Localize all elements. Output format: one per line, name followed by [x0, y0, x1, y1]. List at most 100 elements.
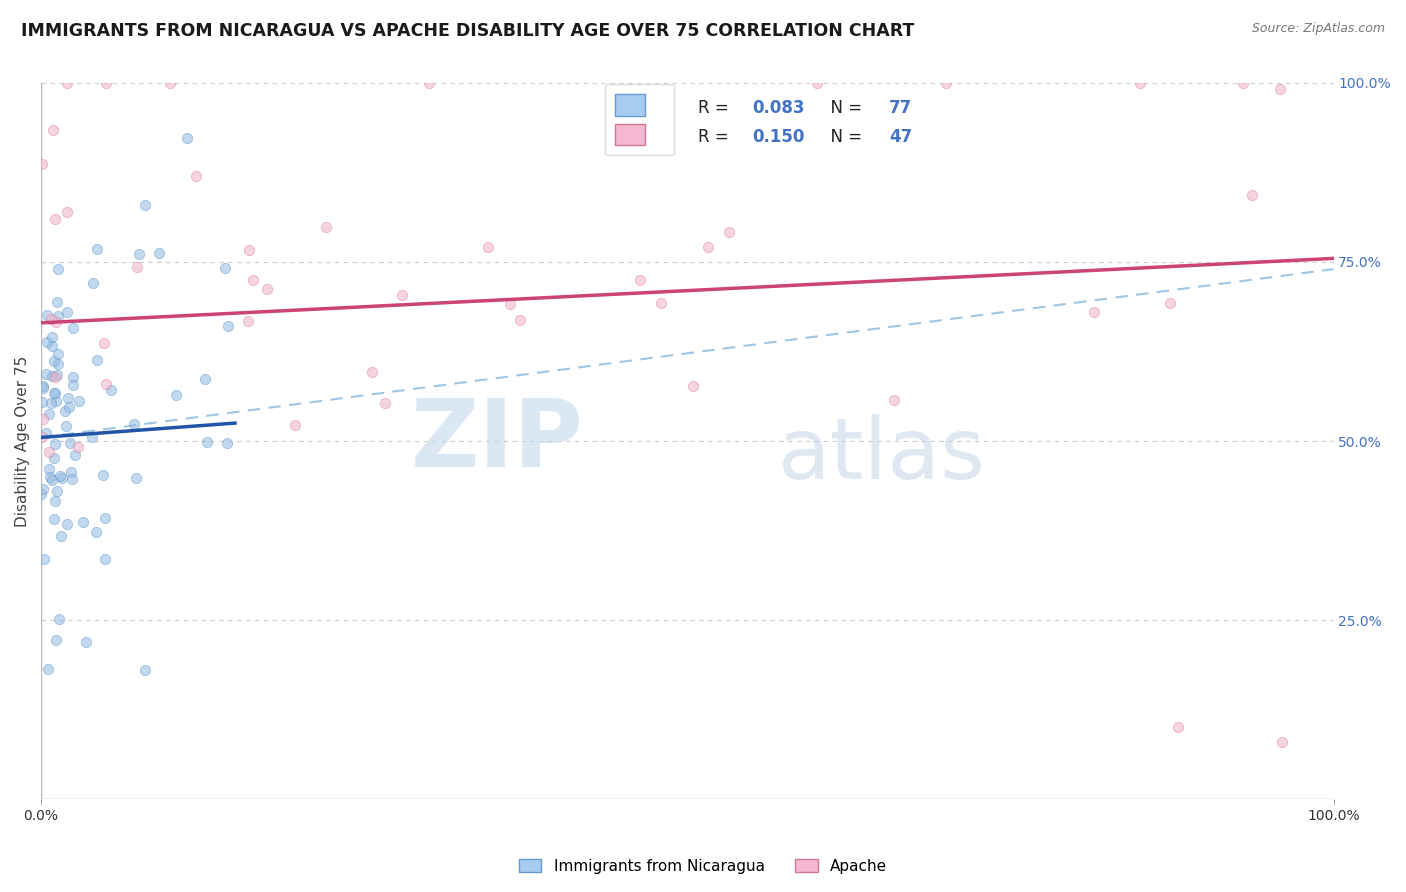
Point [45, 315, 67, 329]
Point [80, 430, 103, 444]
Point [59, 466, 82, 480]
Point [935, 76, 957, 90]
Point [628, 273, 651, 287]
Point [31, 379, 53, 393]
Point [124, 417, 146, 431]
Point [48, 468, 70, 483]
Point [697, 240, 720, 254]
Point [315, 220, 337, 235]
Point [176, 131, 198, 145]
Point [509, 312, 531, 326]
Point [93, 467, 115, 482]
Point [391, 288, 413, 302]
Point [63, 448, 86, 462]
Text: 77: 77 [889, 99, 912, 117]
Point [59, 435, 82, 450]
Point [56, 204, 79, 219]
Point [127, 260, 149, 274]
Point [41, 123, 63, 137]
Point [35, 367, 58, 381]
Point [1167, 721, 1189, 735]
Point [361, 365, 384, 379]
Point [186, 169, 208, 183]
Point [45, 484, 67, 499]
Point [215, 436, 238, 450]
Y-axis label: Disability Age Over 75: Disability Age Over 75 [15, 355, 30, 526]
Point [53, 404, 76, 418]
Point [44, 385, 66, 400]
Point [236, 314, 259, 328]
Text: R =: R = [697, 128, 734, 145]
Point [650, 295, 672, 310]
Point [42, 450, 65, 465]
Point [62, 370, 84, 384]
Point [44, 494, 66, 508]
Point [48, 357, 70, 371]
Point [100, 383, 122, 397]
Text: N =: N = [821, 99, 868, 117]
Point [94, 376, 117, 391]
Point [46, 309, 69, 323]
Point [56, 305, 79, 319]
Point [374, 395, 396, 409]
Point [32, 482, 55, 496]
Point [86, 243, 108, 257]
Point [46, 294, 69, 309]
Point [1240, 188, 1263, 202]
Point [128, 247, 150, 261]
Point [217, 318, 239, 333]
Text: 0.083: 0.083 [752, 99, 804, 117]
Point [58, 400, 80, 414]
Point [72, 515, 94, 529]
Point [242, 272, 264, 286]
Point [66, 440, 89, 454]
Point [44, 211, 66, 226]
Point [159, 76, 181, 90]
Point [46, 368, 69, 383]
Point [56, 516, 79, 531]
Point [682, 379, 704, 393]
Text: atlas: atlas [778, 414, 986, 497]
Point [84, 524, 107, 539]
Point [165, 387, 187, 401]
Point [41, 339, 63, 353]
Point [38, 469, 60, 483]
Point [1083, 304, 1105, 318]
Point [38, 462, 60, 476]
Point [44, 437, 66, 451]
Point [62, 321, 84, 335]
Point [44, 369, 66, 384]
Text: Source: ZipAtlas.com: Source: ZipAtlas.com [1251, 22, 1385, 36]
Point [31, 394, 53, 409]
Point [31, 381, 53, 395]
Point [41, 369, 63, 384]
Point [1129, 76, 1152, 90]
Text: N =: N = [821, 128, 868, 145]
Point [41, 473, 63, 487]
Point [86, 353, 108, 368]
Point [48, 612, 70, 626]
Point [46, 346, 69, 360]
Point [49, 529, 72, 543]
Point [42, 353, 65, 368]
Point [1232, 76, 1254, 90]
Point [283, 417, 305, 432]
Point [38, 407, 60, 421]
Point [883, 392, 905, 407]
Point [134, 197, 156, 211]
Text: R =: R = [697, 99, 734, 117]
Point [60, 472, 83, 486]
Point [94, 551, 117, 566]
Point [30, 486, 52, 500]
Point [718, 226, 741, 240]
Point [35, 426, 58, 441]
Point [148, 246, 170, 260]
Point [477, 240, 499, 254]
Point [39, 396, 62, 410]
Point [195, 434, 218, 449]
Point [48, 261, 70, 276]
Point [51, 471, 73, 485]
Point [125, 471, 148, 485]
Point [55, 418, 77, 433]
Point [41, 329, 63, 343]
